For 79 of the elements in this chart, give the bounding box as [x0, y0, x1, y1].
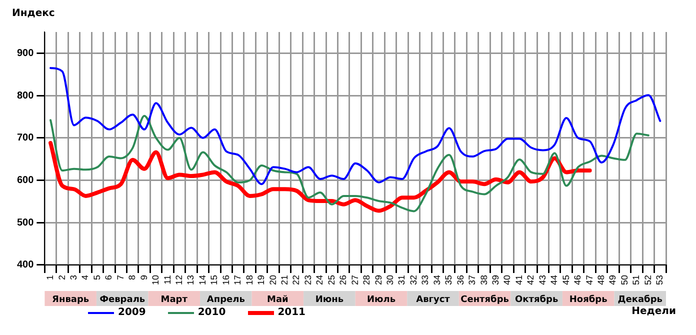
x-tick-label: 44 — [549, 274, 560, 286]
legend-label: 2009 — [118, 307, 146, 318]
x-tick-label: 33 — [420, 274, 430, 286]
text: Август — [416, 294, 451, 305]
x-tick-label: 30 — [384, 274, 395, 286]
x-tick-label: 9 — [138, 274, 149, 280]
x-tick-label: 25 — [326, 274, 336, 286]
text: Февраль — [100, 294, 146, 305]
x-tick-label: 27 — [350, 274, 360, 286]
x-tick-label: 49 — [608, 274, 618, 286]
text: Май — [267, 294, 288, 305]
x-axis-title: Недели — [632, 306, 676, 317]
x-tick-label: 11 — [162, 274, 172, 284]
x-tick-label: 43 — [537, 274, 548, 286]
y-tick-label: 900 — [16, 48, 34, 59]
x-tick-label: 28 — [362, 274, 372, 286]
x-tick-label: 20 — [268, 274, 278, 286]
x-tick-label: 50 — [619, 274, 630, 286]
x-tick-label: 18 — [244, 274, 254, 286]
x-tick-label: 39 — [490, 274, 500, 286]
x-tick-label: 52 — [642, 274, 653, 286]
x-tick-label: 51 — [631, 274, 642, 286]
text: Июнь — [315, 294, 344, 305]
x-tick-label: 26 — [338, 274, 348, 286]
x-tick-label: 40 — [502, 274, 512, 286]
x-tick-label: 53 — [654, 274, 665, 286]
x-tick-label: 36 — [455, 274, 466, 286]
x-tick-label: 7 — [115, 274, 126, 280]
x-tick-label: 22 — [291, 274, 302, 286]
x-tick-label: 46 — [572, 274, 583, 286]
x-tick-label: 24 — [314, 274, 325, 286]
x-tick-label: 38 — [478, 274, 489, 286]
y-tick-label: 500 — [16, 217, 34, 228]
text: Июль — [366, 294, 396, 305]
x-tick-label: 1 — [45, 274, 56, 280]
x-tick-label: 32 — [408, 274, 418, 286]
text: Октябрь — [514, 294, 558, 305]
x-tick-label: 19 — [256, 274, 266, 286]
x-tick-label: 48 — [596, 274, 606, 286]
x-tick-label: 29 — [373, 274, 384, 286]
text: Апрель — [206, 294, 246, 305]
line-series — [50, 67, 662, 186]
x-tick-label: 34 — [432, 274, 442, 286]
x-tick-label: 23 — [302, 274, 313, 286]
x-tick-label: 47 — [584, 274, 594, 286]
y-tick-label: 400 — [16, 260, 34, 271]
x-tick-label: 41 — [514, 274, 524, 286]
x-tick-label: 16 — [220, 274, 231, 286]
x-tick-label: 37 — [467, 274, 478, 286]
legend-label: 2010 — [198, 307, 226, 318]
x-tick-label: 10 — [150, 274, 161, 286]
y-tick-label: 800 — [16, 90, 34, 102]
x-tick-label: 35 — [444, 274, 454, 286]
x-tick-label: 2 — [56, 274, 67, 280]
x-tick-label: 17 — [232, 274, 243, 286]
x-tick-label: 6 — [104, 274, 114, 280]
line-series — [50, 114, 650, 212]
x-tick-label: 12 — [174, 274, 184, 286]
y-tick-label: 600 — [16, 175, 34, 186]
text: Ноябрь — [569, 294, 608, 305]
x-tick-label: 3 — [68, 274, 78, 280]
text: Декабрь — [618, 294, 663, 305]
x-tick-label: 42 — [526, 274, 536, 286]
y-tick-label: 700 — [16, 132, 34, 144]
x-tick-label: 21 — [279, 274, 290, 286]
text: Январь — [52, 294, 90, 305]
x-tick-label: 15 — [209, 274, 220, 286]
x-tick-label: 4 — [80, 274, 90, 280]
line-series — [48, 140, 592, 213]
text: Сентябрь — [460, 294, 510, 305]
x-tick-label: 5 — [92, 274, 102, 280]
x-tick-label: 45 — [560, 274, 571, 286]
legend-label: 2011 — [278, 307, 306, 318]
x-tick-label: 8 — [127, 274, 138, 280]
x-tick-label: 31 — [396, 274, 407, 286]
text: Март — [160, 294, 188, 305]
x-tick-label: 14 — [197, 274, 208, 286]
x-tick-label: 13 — [186, 274, 196, 286]
y-axis-title: Индекс — [12, 8, 55, 19]
